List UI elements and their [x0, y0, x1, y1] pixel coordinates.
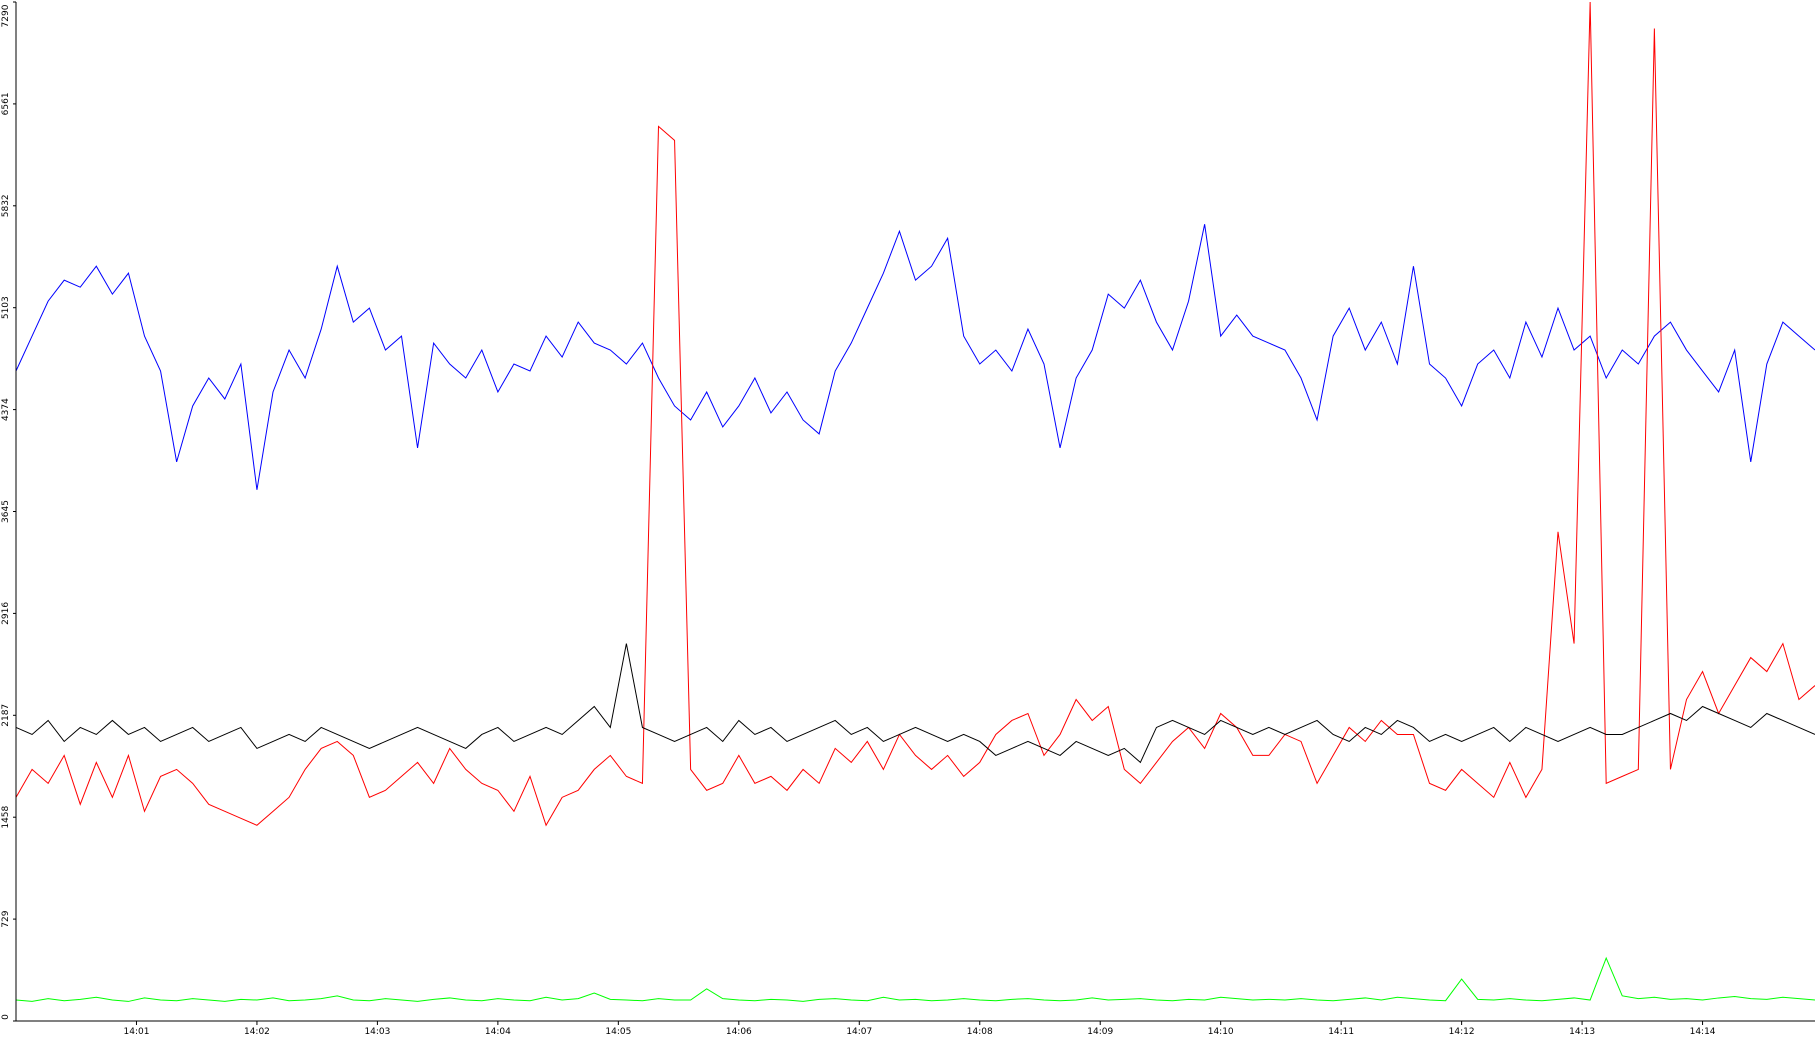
x-tick-label: 14:08: [967, 1027, 993, 1037]
x-tick-label: 14:13: [1569, 1027, 1595, 1037]
y-tick-label: 6561: [1, 92, 11, 115]
x-tick-label: 14:14: [1690, 1027, 1716, 1037]
y-tick-label: 1458: [1, 805, 11, 828]
x-tick-label: 14:01: [124, 1027, 150, 1037]
y-tick-label: 7290: [1, 4, 11, 27]
y-tick-label: 2916: [1, 602, 11, 625]
x-tick-label: 14:10: [1208, 1027, 1234, 1037]
x-tick-label: 14:06: [726, 1027, 752, 1037]
x-tick-label: 14:03: [364, 1027, 390, 1037]
y-tick-label: 2187: [1, 704, 11, 727]
x-tick-label: 14:05: [605, 1027, 631, 1037]
y-tick-label: 5832: [1, 194, 11, 217]
y-tick-label: 729: [1, 910, 11, 927]
x-tick-label: 14:02: [244, 1027, 270, 1037]
y-tick-label: 5103: [1, 296, 11, 319]
y-tick-label: 0: [1, 1014, 11, 1020]
series-line: [15, 956, 1815, 1002]
series-line: [15, 1, 1815, 827]
series-line: [15, 643, 1815, 764]
x-tick-label: 14:11: [1328, 1027, 1354, 1037]
y-tick-label: 4374: [1, 398, 11, 421]
y-tick-label: 3645: [1, 500, 11, 523]
series-line: [15, 224, 1815, 490]
x-tick-label: 14:12: [1449, 1027, 1475, 1037]
x-tick-label: 14:04: [485, 1027, 511, 1037]
x-tick-label: 14:09: [1087, 1027, 1113, 1037]
x-tick-label: 14:07: [846, 1027, 872, 1037]
